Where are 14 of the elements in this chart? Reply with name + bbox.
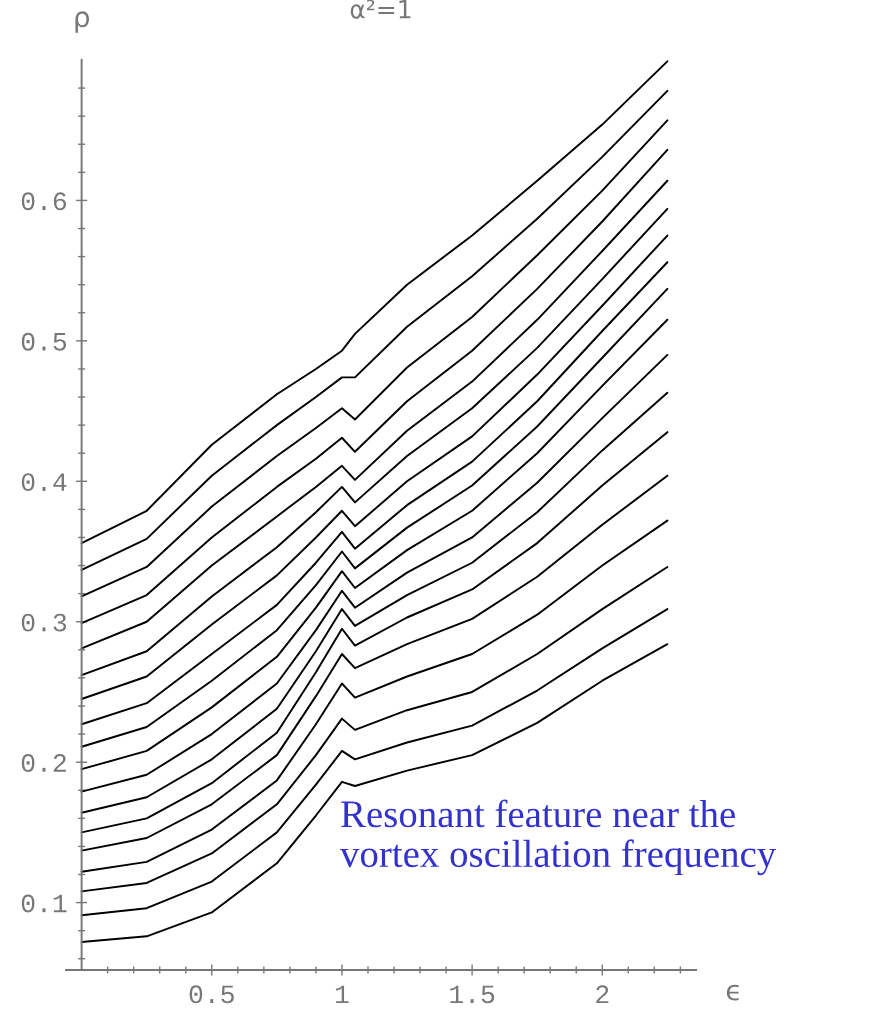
y-tick-label: 0.2: [21, 754, 66, 772]
y-tick-label: 0.5: [21, 332, 67, 351]
x-tick-label: 1.5: [450, 985, 495, 1004]
y-tick-label: 0.1: [21, 894, 67, 913]
y-axis-title: ρ: [75, 11, 90, 33]
y-tick-label: 0.6: [21, 192, 67, 211]
x-tick-label: 1: [335, 985, 349, 1004]
x-tick-label: 0.5: [189, 985, 234, 1004]
y-tick-label: 0.3: [21, 613, 67, 632]
x-tick-label: 2: [596, 985, 609, 1004]
chart-title: α²=1: [350, 0, 411, 19]
x-axis-title: ϵ: [726, 984, 739, 1001]
annotation: Resonant feature near the vortex oscillation frequency: [340, 799, 777, 876]
y-tick-label: 0.4: [21, 473, 67, 492]
